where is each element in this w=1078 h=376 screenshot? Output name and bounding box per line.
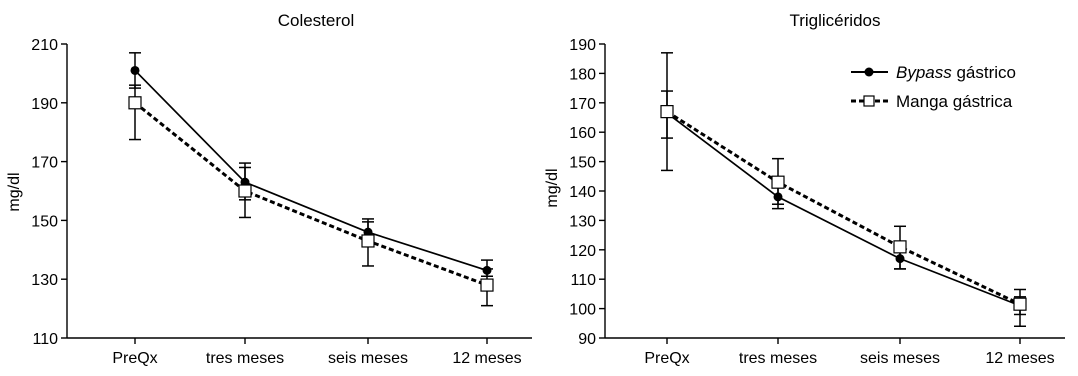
x-tick-label: 12 meses: [985, 350, 1054, 367]
data-point-bypass: [895, 254, 905, 264]
chart-title: Triglicéridos: [789, 11, 880, 30]
y-tick-label: 150: [569, 155, 596, 172]
data-point-bypass: [773, 192, 783, 202]
y-tick-label: 100: [569, 302, 596, 319]
legend-label: Manga gástrica: [896, 92, 1013, 111]
series-line-bypass: [666, 112, 1021, 307]
y-tick-label: 130: [569, 213, 596, 230]
data-point-manga: [128, 96, 142, 110]
data-point-manga: [1013, 297, 1027, 311]
x-tick-label: seis meses: [860, 350, 940, 367]
chart-trigliceridos: Triglicéridos mg/dl 90 100 110 120 130 140 150…: [544, 11, 1065, 367]
series-line-bypass: [134, 69, 488, 272]
data-point-manga: [361, 234, 375, 248]
plot-area: 90 100 110 120 130 140 150 160 170 180 190 PreQx tre…: [569, 37, 1065, 367]
y-axis-label: mg/dl: [6, 172, 23, 211]
x-tick-label: tres meses: [206, 350, 284, 367]
y-tick-label: 120: [569, 243, 596, 260]
y-tick-label: 130: [31, 272, 58, 289]
x-tick-label: tres meses: [739, 350, 817, 367]
y-tick-label: 150: [31, 213, 58, 230]
x-tick-label: 12 meses: [452, 350, 521, 367]
x-tick-label: PreQx: [112, 350, 157, 367]
series-line-manga: [666, 110, 1021, 306]
chart-title: Colesterol: [278, 11, 355, 30]
y-tick-label: 90: [578, 331, 596, 348]
y-tick-label: 190: [569, 37, 596, 54]
data-point-manga: [660, 105, 674, 119]
y-tick-label: 110: [32, 331, 58, 348]
y-tick-label: 180: [569, 66, 596, 83]
y-tick-label: 160: [569, 125, 596, 142]
y-tick-label: 170: [31, 155, 58, 172]
data-point-manga: [480, 278, 494, 292]
data-point-manga: [238, 184, 252, 198]
data-point-manga: [893, 240, 907, 254]
y-tick-label: 140: [569, 184, 596, 201]
legend-entry-manga: Manga gástrica: [851, 92, 1013, 111]
x-tick-label: PreQx: [644, 350, 689, 367]
legend: Bypass gástrico Manga gástrica: [851, 63, 1016, 111]
legend-label: Bypass gástrico: [896, 63, 1016, 82]
error-bar: [129, 84, 141, 141]
chart-colesterol: Colesterol mg/dl 110 130 150 170 190 210 PreQx…: [6, 11, 532, 367]
data-point-manga: [771, 175, 785, 189]
legend-marker-square: [863, 95, 875, 107]
y-tick-label: 110: [570, 272, 596, 289]
y-axis-label: mg/dl: [544, 168, 561, 207]
plot-area: 110 130 150 170 190 210 PreQx tres meses seis me…: [31, 37, 532, 367]
y-tick-label: 210: [31, 37, 58, 54]
series-line-manga: [134, 101, 488, 287]
x-tick-label: seis meses: [328, 350, 408, 367]
legend-entry-bypass: Bypass gástrico: [851, 63, 1016, 82]
data-point-bypass: [130, 65, 140, 75]
data-point-bypass: [482, 265, 492, 275]
y-tick-label: 190: [31, 96, 58, 113]
y-tick-label: 170: [569, 96, 596, 113]
legend-marker-circle: [864, 67, 874, 77]
